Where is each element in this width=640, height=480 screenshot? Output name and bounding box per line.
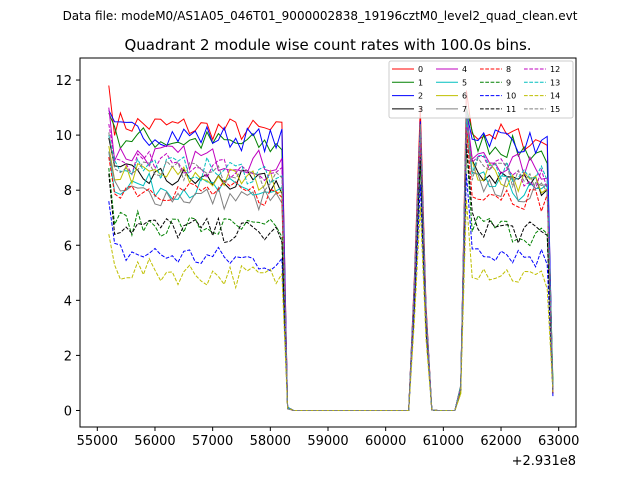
legend-label-3: 3 <box>418 105 423 114</box>
x-tick-label: 57000 <box>192 434 233 449</box>
legend-label-7: 7 <box>462 105 467 114</box>
series-line-14 <box>108 199 554 411</box>
x-tick-label: 59000 <box>307 434 348 449</box>
x-offset-label: +2.931e8 <box>512 454 576 469</box>
y-tick-label: 6 <box>64 239 72 254</box>
y-tick-label: 0 <box>64 404 72 419</box>
legend-label-2: 2 <box>418 92 423 101</box>
x-tick-label: 55000 <box>77 434 118 449</box>
y-tick-label: 12 <box>55 74 72 89</box>
legend-label-12: 12 <box>550 65 560 74</box>
legend-box <box>388 60 574 119</box>
legend-label-1: 1 <box>418 78 423 87</box>
legend-label-8: 8 <box>506 65 511 74</box>
series-lines <box>108 85 554 411</box>
x-tick-label: 60000 <box>365 434 406 449</box>
y-tick-label: 4 <box>64 294 72 309</box>
x-tick-label: 63000 <box>538 434 579 449</box>
x-axis: 55000 56000 57000 58000 59000 60000 61000 62000… <box>77 427 579 449</box>
legend-label-14: 14 <box>550 92 560 101</box>
y-tick-label: 2 <box>64 349 72 364</box>
x-tick-label: 61000 <box>423 434 464 449</box>
y-axis: 0 2 4 6 8 10 12 <box>55 74 80 419</box>
y-tick-label: 8 <box>64 184 72 199</box>
series-line-15 <box>108 105 554 411</box>
legend-label-10: 10 <box>506 92 516 101</box>
legend-label-9: 9 <box>506 78 511 87</box>
legend-label-5: 5 <box>462 78 467 87</box>
chart-title: Quadrant 2 module wise count rates with … <box>124 36 531 54</box>
legend-label-6: 6 <box>462 92 467 101</box>
legend-label-11: 11 <box>506 105 516 114</box>
x-tick-label: 56000 <box>134 434 175 449</box>
figure-suptitle: Data file: modeM0/AS1A05_046T01_90000028… <box>63 9 578 23</box>
legend-label-4: 4 <box>462 65 467 74</box>
series-line-11 <box>108 143 554 411</box>
y-tick-label: 10 <box>55 129 72 144</box>
legend-label-15: 15 <box>550 105 560 114</box>
legend-label-13: 13 <box>550 78 560 87</box>
legend-label-0: 0 <box>418 65 423 74</box>
plot-area <box>108 85 554 411</box>
x-tick-label: 58000 <box>250 434 291 449</box>
x-tick-label: 62000 <box>480 434 521 449</box>
